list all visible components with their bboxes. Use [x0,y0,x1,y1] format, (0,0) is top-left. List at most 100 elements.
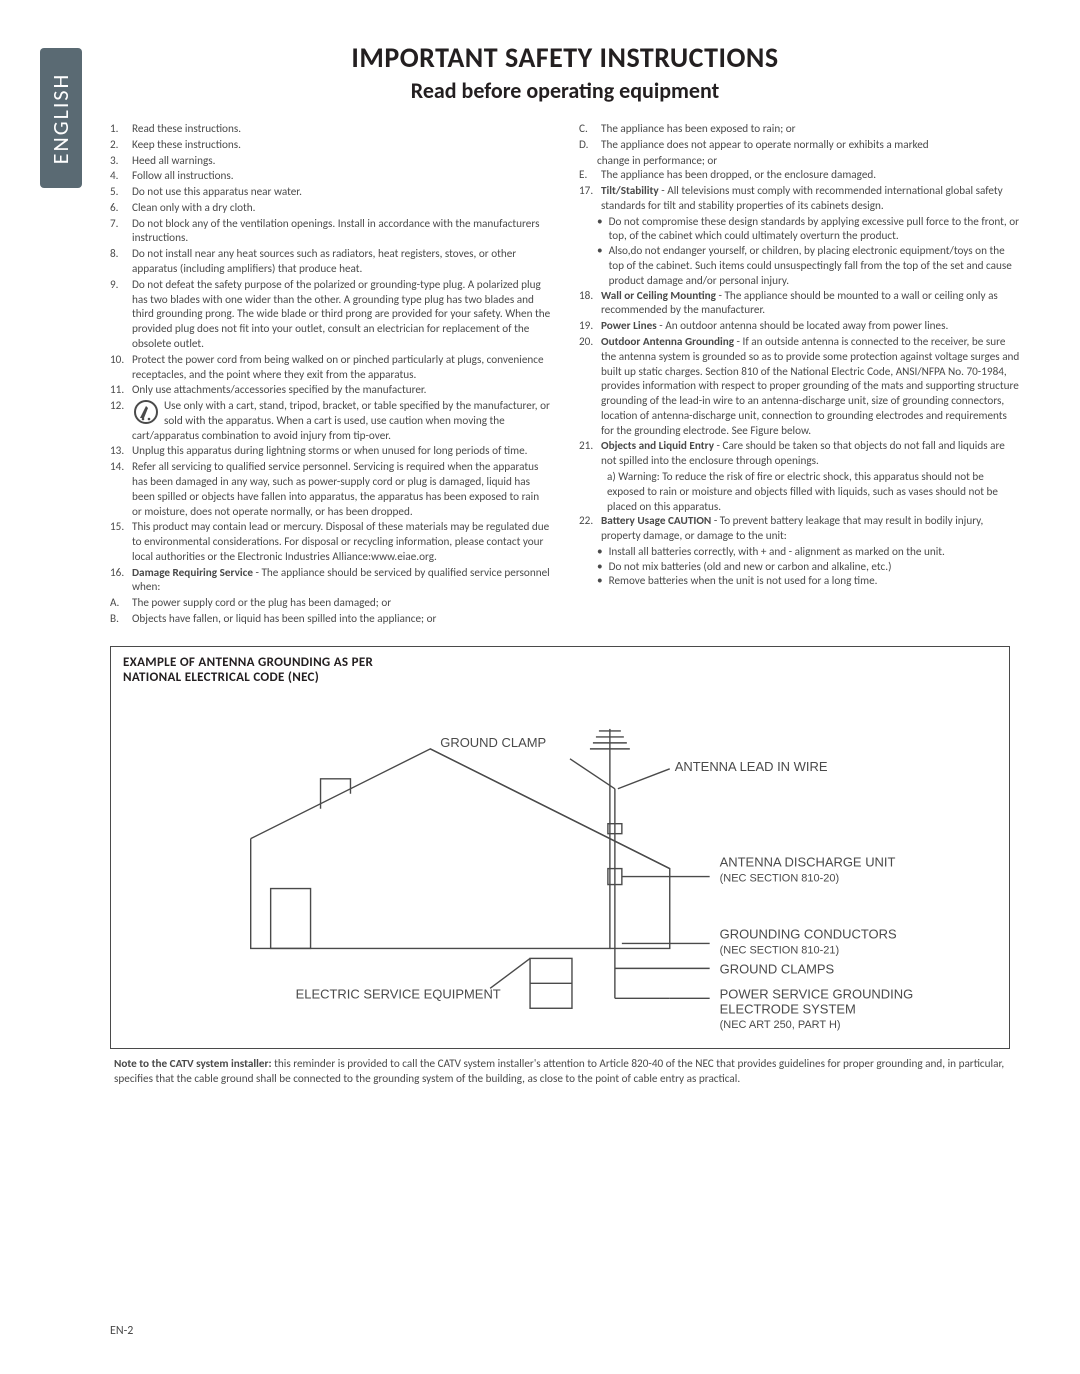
item-22-b1: • Install all batteries correctly, with +… [579,545,1020,560]
lbl-antenna-lead: ANTENNA LEAD IN WIRE [675,759,828,774]
list-item: 6. Clean only with a dry cloth. [110,201,551,216]
list-item: 8.Do not install near any heat sources s… [110,247,551,277]
num: 9. [110,278,128,352]
rest: - An outdoor antenna should be located a… [657,319,949,333]
rest: - If an outside antenna is connected to … [601,335,1019,438]
num: 20. [579,335,597,438]
list-item: 12.Use only with a cart, stand, tripod, … [110,399,551,443]
txt: Refer all servicing to qualified service… [132,460,551,519]
txt: Do not defeat the safety purpose of the … [132,278,551,352]
txt: The appliance has been dropped, or the e… [601,168,1020,183]
txt: Do not compromise these design standards… [609,215,1020,245]
list-item: 4. Follow all instructions. [110,169,551,184]
txt: Unplug this apparatus during lightning s… [132,444,551,459]
list-item: 10.Protect the power cord from being wal… [110,353,551,383]
item-B: B. Objects have fallen, or liquid has bee… [110,612,551,627]
num: 19. [579,319,597,334]
num: E. [579,168,597,183]
lbl-discharge-sub: (NEC SECTION 810-20) [720,872,839,884]
num: 17. [579,184,597,214]
lbl-discharge: ANTENNA DISCHARGE UNIT [720,854,896,869]
num: 6. [110,201,128,216]
num: B. [110,612,128,627]
lbl-ground-clamp-top: GROUND CLAMP [440,735,546,750]
label: Objects and Liquid Entry [601,439,714,453]
num: 5. [110,185,128,200]
label: Power Lines [601,319,657,333]
txt: Do not install near any heat sources suc… [132,247,551,277]
txt: Do not block any of the ventilation open… [132,217,551,247]
bullet: • [597,560,603,575]
page-subtitle: Read before operating equipment [110,77,1020,104]
rest: - All televisions must comply with recom… [601,184,1003,213]
list-item: 2.Keep these instructions. [110,138,551,153]
bullet: • [597,244,603,288]
list-item: 7.Do not block any of the ventilation op… [110,217,551,247]
list-item: 11.Only use attachments/accessories spec… [110,383,551,398]
num: 1. [110,122,128,137]
label: Tilt/Stability [601,184,659,198]
txt2: change in performance; or [579,154,1020,169]
txt: Battery Usage CAUTION - To prevent batte… [601,514,1020,544]
item-21: 21.Objects and Liquid Entry - Care shoul… [579,439,1020,469]
num: 2. [110,138,128,153]
num: A. [110,596,128,611]
num: 18. [579,289,597,319]
list-item: 14.Refer all servicing to qualified serv… [110,460,551,519]
lbl-power3: (NEC ART 250, PART H) [720,1019,841,1031]
label: Damage Requiring Service [132,566,253,580]
language-label: ENGLISH [48,72,75,163]
txt: Objects and Liquid Entry - Care should b… [601,439,1020,469]
bullet: • [597,545,603,560]
page-number: EN-2 [110,1324,133,1338]
num: 12. [110,399,128,443]
txt: Damage Requiring Service - The appliance… [132,566,551,596]
txt: The appliance does not appear to operate… [601,138,1020,153]
list-item: 13. Unplug this apparatus during lightnin… [110,444,551,459]
num: 4. [110,169,128,184]
lbl-power2: ELECTRODE SYSTEM [720,1001,856,1016]
item-C: C. The appliance has been exposed to rain… [579,122,1020,137]
txt: Remove batteries when the unit is not us… [609,574,878,589]
note-bold: Note to the CATV system installer: [114,1057,272,1071]
lbl-ground-clamps: GROUND CLAMPS [720,961,835,976]
item-22: 22.Battery Usage CAUTION - To prevent ba… [579,514,1020,544]
txt: Follow all instructions. [132,169,551,184]
txt: Tilt/Stability - All televisions must co… [601,184,1020,214]
txt: Power Lines - An outdoor antenna should … [601,319,1020,334]
txt: Install all batteries correctly, with + … [609,545,945,560]
figure-title: EXAMPLE OF ANTENNA GROUNDING AS PER [111,647,1009,670]
item-22-b3: •Remove batteries when the unit is not u… [579,574,1020,589]
num: C. [579,122,597,137]
txt: Also,do not endanger yourself, or childr… [609,244,1020,288]
figure-subtitle: NATIONAL ELECTRICAL CODE (NEC) [111,670,1009,689]
language-tab: ENGLISH [40,48,82,188]
num: 13. [110,444,128,459]
num: 14. [110,460,128,519]
txt: Wall or Ceiling Mounting - The appliance… [601,289,1020,319]
txt: This product may contain lead or mercury… [132,520,551,564]
catv-note: Note to the CATV system installer: this … [110,1057,1010,1087]
item-A: A.The power supply cord or the plug has … [110,596,551,611]
txt: The appliance has been exposed to rain; … [601,122,1020,137]
grounding-figure: EXAMPLE OF ANTENNA GROUNDING AS PER NATI… [110,646,1010,1049]
item-17-b2: •Also,do not endanger yourself, or child… [579,244,1020,288]
txt: Heed all warnings. [132,154,551,169]
txt: Objects have fallen, or liquid has been … [132,612,551,627]
bullet: • [597,215,603,245]
txt: Do not mix batteries (old and new or car… [609,560,892,575]
item-16: 16. Damage Requiring Service - The appli… [110,566,551,596]
num: 3. [110,154,128,169]
cart-tip-icon [134,400,158,424]
list-item: 5.Do not use this apparatus near water. [110,185,551,200]
item-17: 17.Tilt/Stability - All televisions must… [579,184,1020,214]
lbl-power1: POWER SERVICE GROUNDING [720,986,914,1001]
item-22-b2: • Do not mix batteries (old and new or ca… [579,560,1020,575]
txt: Read these instructions. [132,122,551,137]
list-item: 9.Do not defeat the safety purpose of th… [110,278,551,352]
item-21a: a) Warning: To reduce the risk of fire o… [579,470,1020,514]
lbl-gconductors: GROUNDING CONDUCTORS [720,926,897,941]
txt: Clean only with a dry cloth. [132,201,551,216]
page-content: IMPORTANT SAFETY INSTRUCTIONS Read befor… [110,40,1020,628]
num: D. [579,138,597,153]
